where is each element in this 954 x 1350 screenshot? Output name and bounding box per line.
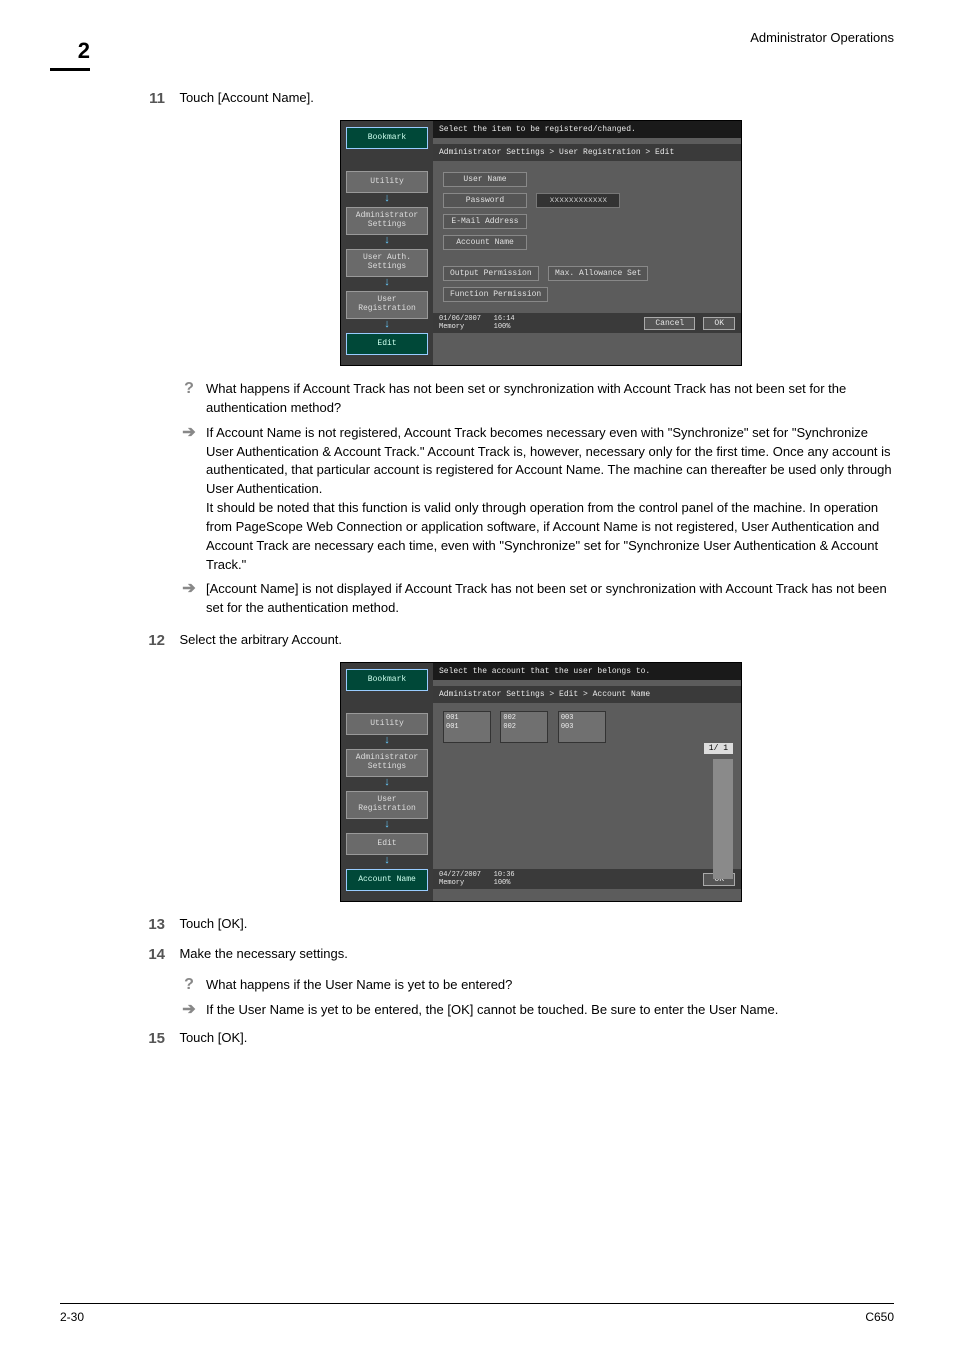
note-text: If the User Name is yet to be entered, t… [206,1001,778,1020]
down-arrow-icon: ↓ [347,193,427,205]
email-button[interactable]: E-Mail Address [443,214,527,229]
footer-page-right: C650 [865,1310,894,1324]
step-text: Touch [OK]. [179,1030,247,1045]
sidebar-utility[interactable]: Utility [346,171,428,193]
step-text: Select the arbitrary Account. [179,632,342,647]
screen-sidebar: Bookmark Utility ↓ Administrator Setting… [341,121,433,365]
note-text: What happens if Account Track has not be… [206,380,894,418]
sidebar-user-reg[interactable]: User Registration [346,791,428,819]
step-text: Touch [OK]. [179,916,247,931]
screenshot-select-account: Bookmark Utility ↓ Administrator Setting… [340,662,742,902]
question-icon: ? [180,380,198,398]
down-arrow-icon: ↓ [347,855,427,867]
sidebar-bookmark[interactable]: Bookmark [346,127,428,149]
account-item[interactable]: 001001 [443,711,491,743]
screen-title: Select the account that the user belongs… [433,663,741,680]
note-text: [Account Name] is not displayed if Accou… [206,580,894,618]
down-arrow-icon: ↓ [347,735,427,747]
output-permission-button[interactable]: Output Permission [443,266,539,281]
step-number: 12 [135,632,165,649]
step-number: 11 [135,90,165,107]
function-permission-button[interactable]: Function Permission [443,287,548,302]
screen-breadcrumb: Administrator Settings > Edit > Account … [433,686,741,703]
down-arrow-icon: ↓ [347,277,427,289]
step-text: Make the necessary settings. [179,946,347,961]
down-arrow-icon: ↓ [347,319,427,331]
scrollbar[interactable] [713,759,733,879]
footer-page-left: 2-30 [60,1310,84,1324]
note-text: What happens if the User Name is yet to … [206,976,512,995]
step-number: 13 [135,916,165,933]
sidebar-user-reg[interactable]: User Registration [346,291,428,319]
down-arrow-icon: ↓ [347,819,427,831]
step-number: 15 [135,1030,165,1047]
sidebar-admin-settings[interactable]: Administrator Settings [346,207,428,235]
sidebar-user-auth[interactable]: User Auth. Settings [346,249,428,277]
max-allowance-button[interactable]: Max. Allowance Set [548,266,648,281]
sidebar-utility[interactable]: Utility [346,713,428,735]
section-number: 2 [78,38,90,64]
section-number-box: 2 [50,38,90,71]
ok-button[interactable]: OK [703,317,735,330]
account-name-button[interactable]: Account Name [443,235,527,250]
arrow-icon: ➔ [180,1001,198,1019]
down-arrow-icon: ↓ [347,777,427,789]
sidebar-account-name[interactable]: Account Name [346,869,428,891]
note-text: If Account Name is not registered, Accou… [206,424,894,575]
sidebar-edit[interactable]: Edit [346,833,428,855]
screen-title: Select the item to be registered/changed… [433,121,741,138]
footer-datetime: 01/06/2007 16:14 Memory 100% [439,315,515,331]
header-title: Administrator Operations [750,30,894,45]
screen-breadcrumb: Administrator Settings > User Registrati… [433,144,741,161]
arrow-icon: ➔ [180,580,198,598]
sidebar-edit[interactable]: Edit [346,333,428,355]
cancel-button[interactable]: Cancel [644,317,695,330]
password-value: xxxxxxxxxxxx [536,193,620,208]
page-indicator: 1/ 1 [704,743,733,754]
footer-datetime: 04/27/2007 10:36 Memory 100% [439,871,515,887]
screen-sidebar: Bookmark Utility ↓ Administrator Setting… [341,663,433,901]
sidebar-bookmark[interactable]: Bookmark [346,669,428,691]
password-button[interactable]: Password [443,193,527,208]
arrow-icon: ➔ [180,424,198,442]
down-arrow-icon: ↓ [347,235,427,247]
step-text: Touch [Account Name]. [179,90,313,105]
account-item[interactable]: 002002 [500,711,548,743]
screenshot-edit-user: Bookmark Utility ↓ Administrator Setting… [340,120,742,366]
sidebar-admin-settings[interactable]: Administrator Settings [346,749,428,777]
step-number: 14 [135,946,165,963]
question-icon: ? [180,976,198,994]
user-name-button[interactable]: User Name [443,172,527,187]
account-item[interactable]: 003003 [558,711,606,743]
